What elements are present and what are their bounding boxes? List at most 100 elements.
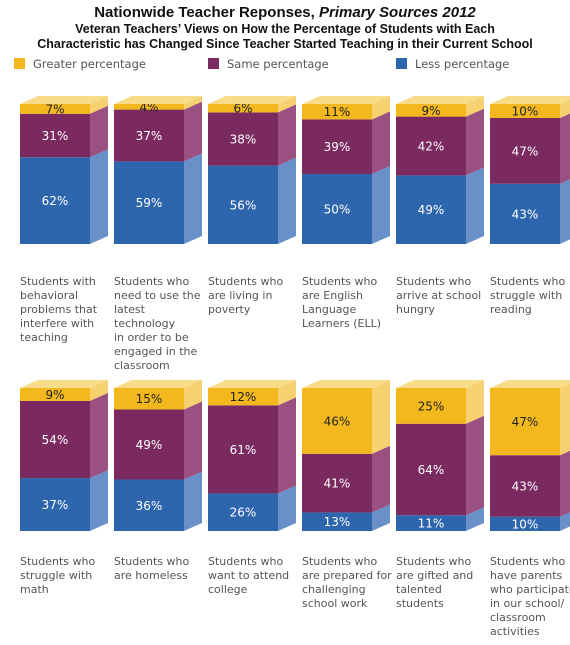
category-label-line: Students who [302,555,378,568]
bar-segment-same [490,118,560,184]
value-label-same: 49% [136,438,163,452]
category-label-line: talented [396,583,442,596]
value-label-greater: 7% [45,102,64,116]
category-label-8: Students who are homeless [114,555,208,583]
bar-side-less [278,157,296,244]
title-italic: Primary Sources 2012 [319,4,476,21]
bar-3: 56% 38% 6% [208,96,296,244]
value-label-less: 37% [42,498,69,512]
category-label-line: are English [302,289,364,302]
bar-segment-same [490,455,560,517]
value-label-less: 36% [136,499,163,513]
category-label-line: students [396,597,444,610]
bar-top-cap [490,380,570,388]
bar-top-cap [208,96,296,104]
bar-side-greater [560,383,570,456]
category-label-line: college [208,583,248,596]
bar-side-less [184,471,202,531]
category-label-line: engaged in the [114,345,198,358]
category-label-line: Students who [208,275,284,288]
category-label-line: Students who [396,275,472,288]
bar-top-cap [208,380,296,388]
subtitle-line-1: Veteran Teachers’ Views on How the Perce… [75,22,495,36]
category-label-4: Students who are English Language Learners … [302,275,396,331]
bar-segment-greater [114,388,184,410]
category-label-line: school work [302,597,368,610]
bar-segment-less [396,515,466,531]
category-label-line: Students with [20,275,96,288]
category-label-line: Students who [396,555,472,568]
value-label-greater: 10% [512,105,539,119]
title-main: Nationwide Teacher Reponses, [94,4,315,21]
value-label-greater: 11% [324,105,351,119]
bar-side-less [560,512,570,531]
bar-segment-less [20,478,90,531]
value-label-less: 59% [136,196,163,210]
value-label-less: 13% [324,515,351,529]
bar-segment-less [302,174,372,244]
category-label-line: latest technology [114,303,176,330]
bar-side-greater [90,380,108,401]
category-label-1: Students with behavioral problems that inte… [20,275,114,345]
category-label-6: Students who struggle with reading [490,275,570,317]
category-label-line: need to use the [114,289,201,302]
bar-side-less [372,166,390,244]
bar-top-cap [302,380,390,388]
category-label-10: Students who are prepared for challenging s… [302,555,396,611]
bar-5: 49% 42% 9% [396,96,484,244]
bar-top-cap [114,380,202,388]
category-label-line: are gifted and [396,569,474,582]
category-label-line: want to attend [208,569,290,582]
bar-side-less [560,179,570,244]
value-label-less: 49% [418,203,445,217]
bar-8: 36% 49% 15% [114,380,202,531]
value-label-less: 10% [512,517,539,531]
value-label-same: 47% [512,144,539,158]
bar-side-greater [466,96,484,117]
bar-segment-greater [20,388,90,401]
value-label-same: 43% [512,479,539,493]
bar-segment-greater [490,388,560,456]
bar-segment-same [396,423,466,516]
bar-segment-less [208,165,278,244]
bar-side-same [278,104,296,166]
bar-side-less [184,153,202,244]
category-label-9: Students who want to attend college [208,555,302,597]
category-label-line: activities [490,625,540,638]
value-label-less: 50% [324,203,351,217]
bar-7: 37% 54% 9% [20,380,108,531]
bar-side-same [372,445,390,513]
value-label-less: 43% [512,207,539,221]
value-label-same: 64% [418,463,445,477]
bar-9: 26% 61% 12% [208,380,296,531]
bar-segment-greater [20,104,90,114]
category-label-line: challenging [302,583,366,596]
category-label-line: struggle with [490,289,563,302]
category-label-line: who participate [490,583,570,596]
bar-segment-same [208,112,278,166]
bar-side-greater [184,96,202,110]
bar-side-same [184,401,202,480]
bar-side-less [466,167,484,244]
legend-swatch-greater [14,58,25,69]
bar-side-greater [466,380,484,424]
bar-segment-greater [114,104,184,110]
value-label-same: 38% [230,133,257,147]
value-label-greater: 9% [421,104,440,118]
category-label-line: arrive at school [396,289,482,302]
category-label-7: Students who struggle with math [20,555,114,597]
category-label-line: classroom [114,359,170,372]
bar-top-cap [20,96,108,104]
bar-segment-same [396,116,466,176]
category-label-line: classroom [490,611,546,624]
category-label-line: math [20,583,49,596]
bar-side-less [466,507,484,531]
bar-segment-less [302,512,372,531]
bar-1: 62% 31% 7% [20,96,108,244]
category-label-line: are living in [208,289,273,302]
value-label-greater: 46% [324,414,351,428]
bar-segment-greater [490,104,560,118]
bar-side-same [90,392,108,479]
category-label-line: Students who [208,555,284,568]
